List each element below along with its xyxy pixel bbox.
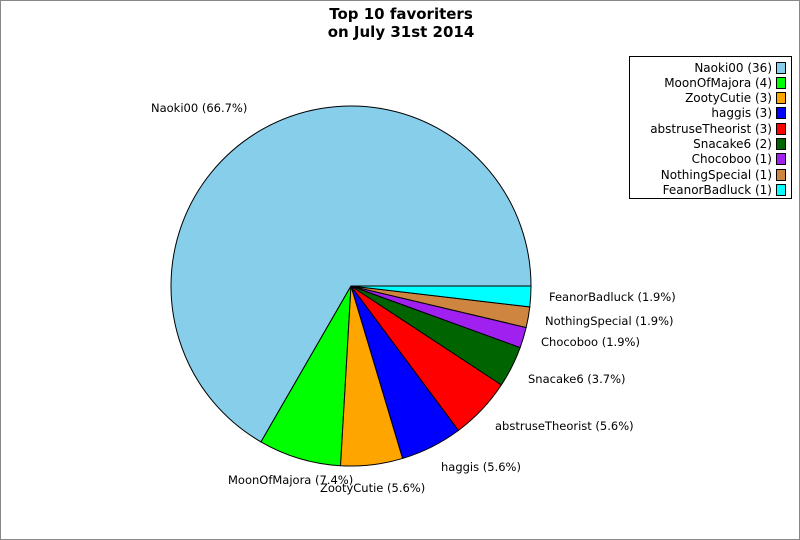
legend-label: MoonOfMajora (4)	[664, 75, 772, 90]
slice-label-Chocoboo: Chocoboo (1.9%)	[541, 335, 640, 349]
legend-item-FeanorBadluck: FeanorBadluck (1)	[663, 182, 786, 197]
legend-swatch	[776, 183, 786, 196]
legend-item-MoonOfMajora: MoonOfMajora (4)	[664, 75, 786, 90]
slice-label-NothingSpecial: NothingSpecial (1.9%)	[545, 314, 674, 328]
legend-label: Snacake6 (2)	[693, 137, 772, 151]
slice-label-Naoki00: Naoki00 (66.7%)	[151, 101, 247, 115]
legend-label: haggis (3)	[711, 106, 772, 121]
legend-swatch	[776, 153, 786, 166]
legend-item-Chocoboo: Chocoboo (1)	[692, 152, 786, 167]
legend-swatch	[776, 92, 786, 105]
pie-slice-labels: Naoki00 (66.7%) MoonOfMajora (7.4%)ZootyC…	[151, 101, 676, 495]
legend-label: Naoki00 (36)	[694, 60, 772, 75]
legend-swatch	[776, 168, 786, 181]
slice-label-MoonOfMajora: MoonOfMajora (7.4%)	[228, 473, 353, 487]
legend-label: Chocoboo (1)	[691, 152, 772, 167]
legend-label: abstruseTheorist (3)	[650, 121, 772, 136]
pie-slices	[170, 105, 532, 467]
legend-swatch	[776, 138, 786, 150]
legend-label: NothingSpecial (1)	[660, 167, 772, 182]
pie-slice-Naoki00	[170, 105, 532, 443]
legend-label: ZootyCutie (3)	[685, 91, 772, 106]
legend-item-Snacake6: Snacake6 (2)	[693, 137, 786, 152]
legend-swatch	[776, 122, 786, 135]
pie-slice-FeanorBadluck	[350, 285, 532, 308]
slice-label-haggis: haggis (5.6%)	[441, 460, 521, 474]
legend-swatch	[776, 107, 786, 120]
legend-label: FeanorBadluck (1)	[662, 182, 772, 197]
legend-item-abstruseTheorist: abstruseTheorist (3)	[650, 121, 786, 136]
legend-item-Naoki00: Naoki00 (36)	[694, 60, 786, 75]
slice-label-abstruseTheorist: abstruseTheorist (5.6%)	[495, 419, 634, 433]
chart-title: Top 10 favoriters on July 31st 2014	[1, 5, 799, 41]
slice-label-ZootyCutie: ZootyCutie (5.6%)	[320, 481, 425, 495]
chart-legend: Naoki00 (36) MoonOfMajora (4) ZootyCutie (…	[629, 56, 792, 199]
slice-label-Snacake6: Snacake6 (3.7%)	[528, 372, 626, 386]
slice-label-FeanorBadluck: FeanorBadluck (1.9%)	[549, 290, 676, 304]
legend-swatch	[776, 61, 786, 74]
legend-item-ZootyCutie: ZootyCutie (3)	[685, 91, 786, 106]
legend-item-haggis: haggis (3)	[711, 106, 786, 121]
legend-item-NothingSpecial: NothingSpecial (1)	[661, 167, 786, 182]
legend-swatch	[776, 76, 786, 89]
chart-title-line-2: on July 31st 2014	[327, 23, 475, 41]
chart-title-line-1: Top 10 favoriters	[329, 5, 473, 23]
